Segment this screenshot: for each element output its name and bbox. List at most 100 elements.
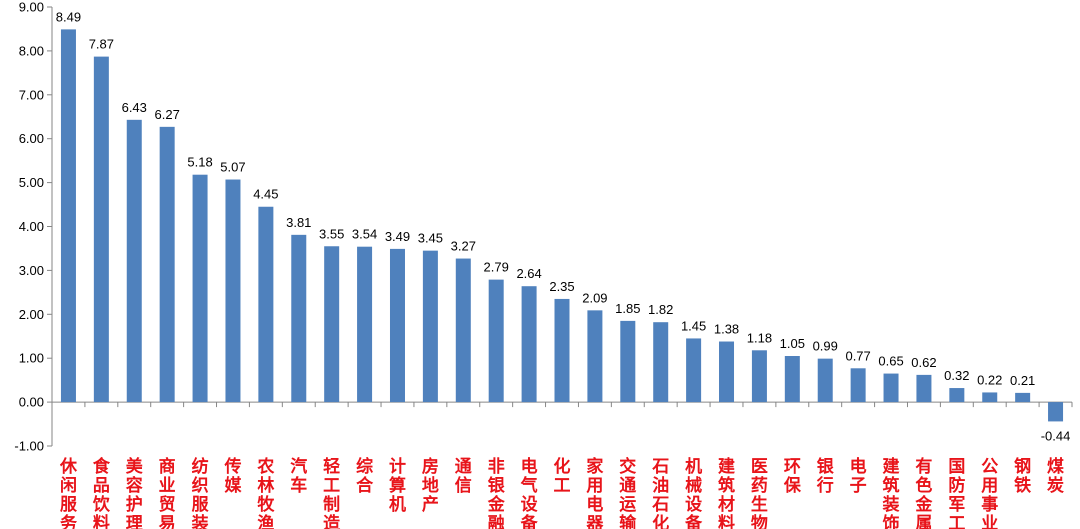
bar [653,322,669,403]
category-label: 交通运输 [619,456,637,529]
category-label: 煤炭 [1047,456,1064,496]
data-label: 2.64 [516,266,541,281]
data-label: 2.79 [484,260,509,275]
bar [291,234,307,403]
bar [784,356,800,403]
category-label: 机械设备 [684,456,703,529]
bar [389,248,405,403]
bar [554,298,570,403]
bar [1015,392,1031,403]
bar [949,388,965,403]
y-tick-label: 8.00 [19,43,44,58]
data-label: 0.32 [944,368,969,383]
category-label: 休闲服务 [59,456,78,529]
category-label: 食品饮料 [92,456,111,529]
bar [883,373,899,403]
data-label: 1.05 [780,336,805,351]
category-label: 家用电器 [585,456,604,529]
bar [324,246,340,403]
bar [60,29,76,403]
bar [126,119,142,403]
category-label: 美容护理 [126,456,144,529]
category-label: 有色金属 [914,456,933,529]
category-label: 轻工制造 [323,456,341,529]
category-label: 化工 [554,456,571,496]
bar [225,179,241,403]
y-tick-label: 4.00 [19,219,44,234]
category-label: 银行 [816,456,835,496]
bar [751,350,767,403]
bar [916,374,932,403]
bar [357,246,373,403]
category-label: 通信 [455,457,472,496]
category-label: 计算机 [388,456,406,515]
bar [192,174,208,403]
y-tick-label: 1.00 [19,351,44,366]
data-label: 6.27 [155,107,180,122]
data-label: 3.45 [418,231,443,246]
bar [587,310,603,403]
y-tick-label: -1.00 [14,439,44,454]
data-label: 2.35 [549,279,574,294]
bar [422,250,438,403]
bar [455,258,471,403]
y-tick-label: 7.00 [19,87,44,102]
data-label: 3.55 [319,226,344,241]
category-label: 电子 [850,456,867,496]
y-tick-label: 3.00 [19,263,44,278]
category-label: 汽车 [290,456,307,496]
data-label: 0.62 [911,355,936,370]
y-tick-label: 2.00 [19,307,44,322]
bar [1048,402,1064,422]
data-label: 6.43 [122,100,147,115]
data-label: 0.65 [878,354,903,369]
category-label: 国防军工 [948,457,965,529]
data-label: 0.22 [977,372,1002,387]
data-label: 5.18 [187,155,212,170]
data-label: 0.21 [1010,373,1035,388]
category-label: 公用事业 [981,457,998,529]
y-tick-label: 5.00 [19,175,44,190]
category-label: 石油石化 [651,457,669,529]
category-label: 纺织服装 [191,456,210,529]
data-label: 3.27 [451,239,476,254]
bar [258,206,274,403]
bar [159,126,175,403]
data-label: 1.45 [681,318,706,333]
category-label: 商业贸易 [159,456,176,529]
data-label: 0.77 [845,348,870,363]
category-label: 建筑装饰 [882,456,900,529]
bar [93,56,109,403]
category-label: 环保 [783,457,802,496]
category-label: 农林牧渔 [256,456,275,529]
data-label: 1.82 [648,302,673,317]
bar [817,358,833,403]
data-label: 5.07 [220,160,245,175]
bar [850,368,866,403]
data-label: 7.87 [89,37,114,52]
data-label: 1.38 [714,322,739,337]
data-label: 3.54 [352,227,377,242]
data-label: 8.49 [56,9,81,24]
bar [982,392,998,403]
category-label: 医药生物 [751,457,768,529]
data-label: 3.81 [286,215,311,230]
category-label: 电气设备 [520,456,539,529]
bar [521,286,537,403]
data-label: 4.45 [253,187,278,202]
y-tick-label: 0.00 [19,395,44,410]
y-tick-label: 9.00 [19,0,44,15]
data-label: 1.18 [747,330,772,345]
bar [719,341,735,403]
bar [686,338,702,403]
category-label: 非银金融 [487,456,506,529]
data-label: -0.44 [1041,428,1071,443]
category-label: 传媒 [223,456,242,496]
category-label: 钢铁 [1014,456,1031,496]
y-tick-label: 6.00 [19,131,44,146]
data-label: 3.49 [385,229,410,244]
category-label: 综合 [356,456,374,496]
data-label: 0.99 [813,339,838,354]
